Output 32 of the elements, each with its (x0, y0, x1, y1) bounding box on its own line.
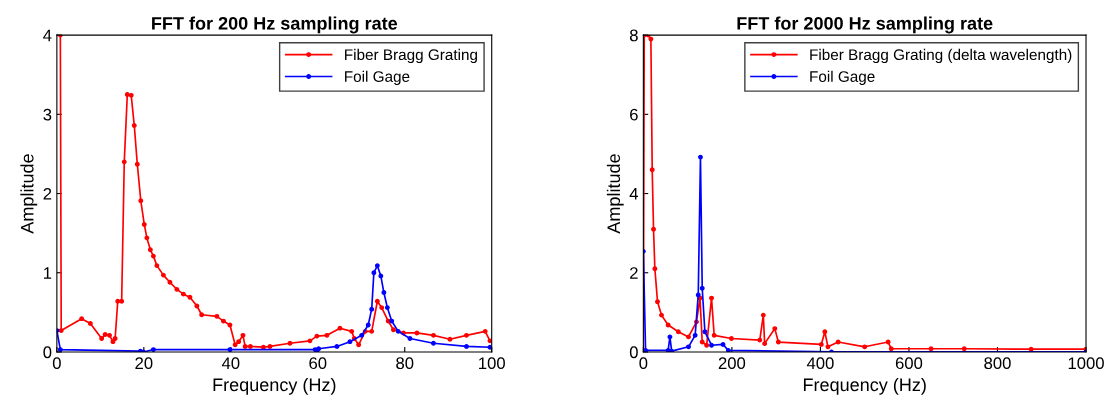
y-tick-label: 4 (43, 29, 52, 42)
y-tick-label: 0 (629, 346, 638, 359)
y-tick-label: 3 (43, 108, 52, 121)
x-tick-label: 80 (396, 357, 414, 370)
x-tick-label: 20 (135, 357, 153, 370)
legend-label: Fiber Bragg Grating (delta wavelength) (810, 48, 1072, 64)
y-tick-label: 1 (44, 267, 52, 279)
y-tick-label: 2 (630, 267, 638, 279)
y-tick-label: 2 (43, 187, 52, 200)
y-tick-label: 8 (629, 29, 638, 42)
y-tick-label: 0 (43, 346, 52, 359)
legend-label: Fiber Bragg Grating (345, 48, 477, 64)
x-axis-title: Frequency (Hz) (213, 377, 336, 395)
x-tick-label: 800 (984, 357, 1011, 370)
x-tick-label: 0 (639, 357, 648, 370)
legend-label: Foil Gage (810, 70, 875, 85)
x-tick-label: 60 (309, 357, 327, 370)
x-tick-label: 0 (52, 357, 61, 370)
chart-title: FFT for 200 Hz sampling rate (152, 16, 398, 34)
x-tick-label: 100 (479, 357, 505, 370)
y-tick-label: 6 (630, 108, 638, 121)
x-tick-label: 200 (718, 357, 746, 370)
x-axis-title: Frequency (Hz) (803, 377, 926, 395)
x-tick-label: 1000 (1068, 357, 1104, 370)
legend-label: Foil Gage (345, 70, 410, 85)
x-tick-label: 40 (221, 357, 240, 370)
x-tick-label: 400 (806, 357, 834, 370)
chart-title: FFT for 2000 Hz sampling rate (737, 16, 993, 34)
y-axis-title: Amplitude (20, 154, 38, 234)
y-tick-label: 4 (629, 188, 639, 200)
y-axis-title: Amplitude (606, 154, 624, 234)
x-tick-label: 600 (895, 357, 923, 370)
